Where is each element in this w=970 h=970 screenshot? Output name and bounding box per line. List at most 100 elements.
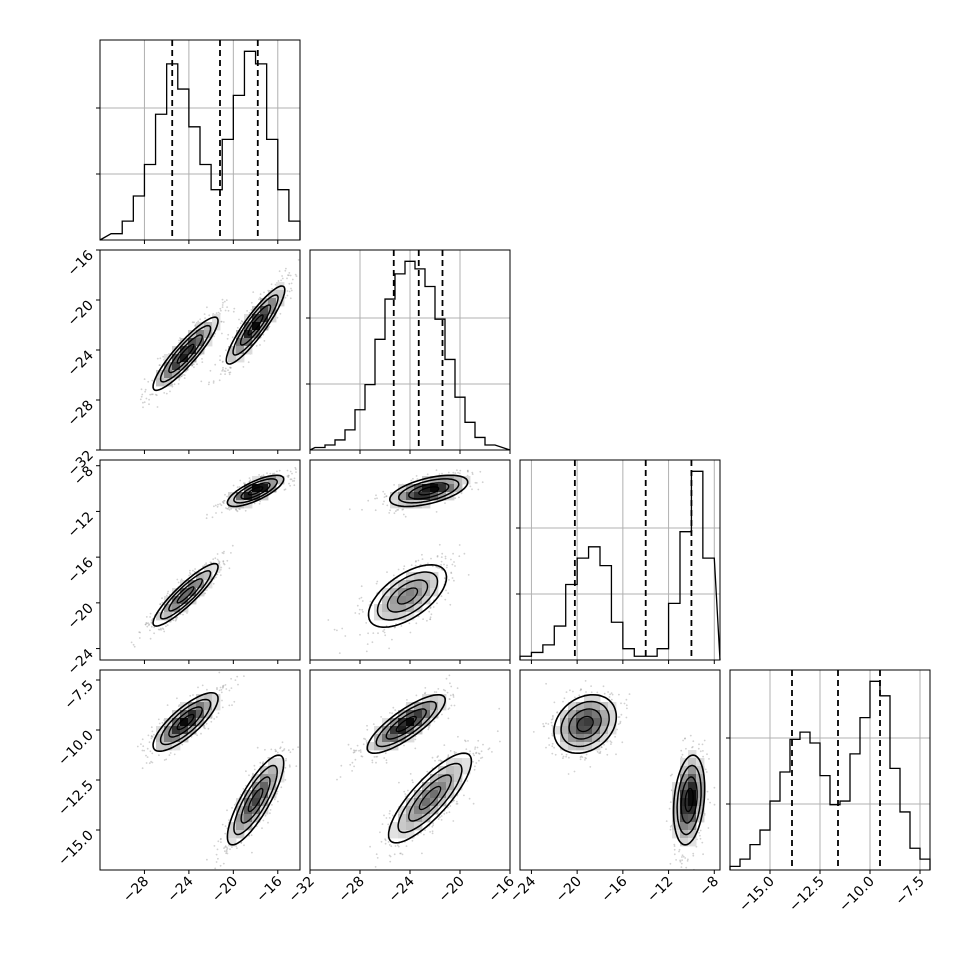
density-cell bbox=[552, 726, 561, 735]
sample-point bbox=[283, 748, 286, 750]
sample-point bbox=[618, 716, 621, 718]
sample-point bbox=[253, 764, 256, 767]
density-cell bbox=[156, 378, 165, 387]
sample-point bbox=[208, 314, 211, 317]
sample-point bbox=[599, 750, 602, 753]
sample-point bbox=[180, 578, 183, 581]
sample-point bbox=[623, 702, 626, 705]
sample-point bbox=[219, 355, 222, 357]
sample-point bbox=[149, 629, 151, 632]
sample-point bbox=[698, 743, 700, 746]
sample-point bbox=[405, 871, 407, 873]
sample-point bbox=[409, 631, 412, 634]
density-cell bbox=[196, 572, 205, 581]
density-cell bbox=[568, 702, 577, 711]
sample-point bbox=[169, 752, 172, 754]
density-cell bbox=[196, 322, 205, 331]
sample-point bbox=[144, 623, 147, 626]
density-cell bbox=[696, 766, 705, 775]
sample-point bbox=[155, 394, 158, 397]
pair-panel bbox=[309, 459, 511, 664]
density-cell bbox=[180, 726, 189, 735]
sample-point bbox=[220, 837, 222, 840]
sample-point bbox=[206, 858, 208, 861]
sample-point bbox=[151, 379, 154, 382]
sample-point bbox=[387, 841, 390, 843]
x-tick-label: −20 bbox=[209, 874, 241, 906]
density-cell bbox=[696, 806, 705, 815]
contour-line bbox=[395, 715, 417, 733]
contour-line bbox=[684, 787, 694, 813]
density-cell bbox=[422, 702, 431, 711]
contour-line bbox=[568, 708, 602, 740]
sample-point bbox=[686, 860, 689, 862]
sample-point bbox=[224, 684, 227, 686]
sample-point bbox=[415, 560, 417, 562]
sample-point bbox=[454, 565, 456, 567]
sample-point bbox=[210, 561, 213, 564]
contour-line bbox=[240, 482, 271, 500]
sample-point bbox=[223, 300, 226, 303]
sample-point bbox=[402, 568, 405, 570]
sample-point bbox=[432, 822, 434, 825]
sample-point bbox=[436, 602, 438, 605]
sample-point bbox=[216, 553, 219, 555]
sample-point bbox=[568, 756, 570, 759]
sample-point bbox=[150, 619, 153, 621]
sample-point bbox=[293, 480, 296, 482]
sample-point bbox=[226, 559, 229, 562]
sample-point bbox=[176, 616, 179, 619]
sample-point bbox=[177, 581, 180, 584]
sample-point bbox=[573, 770, 576, 773]
pair-panel bbox=[96, 249, 301, 454]
density-cell bbox=[188, 338, 197, 347]
sample-point bbox=[145, 397, 148, 400]
contour-line bbox=[388, 474, 469, 508]
sample-point bbox=[288, 282, 291, 285]
sample-point bbox=[291, 278, 294, 281]
sample-point bbox=[221, 370, 224, 372]
sample-point bbox=[284, 488, 287, 491]
sample-point bbox=[496, 730, 499, 733]
sample-point bbox=[684, 737, 686, 740]
sample-point bbox=[452, 694, 455, 697]
y-tick-label: −10.0 bbox=[55, 728, 97, 770]
density-cell bbox=[228, 838, 237, 847]
pair-panel bbox=[309, 669, 511, 874]
density-cell bbox=[422, 782, 431, 791]
histogram-panel bbox=[306, 249, 511, 454]
density-cell bbox=[414, 572, 423, 581]
contour-line bbox=[159, 324, 212, 383]
density-cell bbox=[228, 830, 237, 839]
sample-point bbox=[458, 555, 461, 558]
sample-point bbox=[236, 675, 239, 678]
sample-point bbox=[665, 820, 668, 822]
sample-point bbox=[216, 688, 218, 691]
density-cell bbox=[584, 718, 593, 727]
sample-point bbox=[280, 279, 282, 282]
sample-point bbox=[453, 579, 455, 582]
sample-point bbox=[447, 806, 449, 809]
sample-point bbox=[457, 471, 459, 474]
sample-point bbox=[218, 379, 221, 382]
sample-point bbox=[144, 623, 147, 626]
sample-point bbox=[226, 337, 229, 340]
sample-point bbox=[229, 366, 232, 369]
sample-point bbox=[225, 299, 228, 301]
sample-point bbox=[434, 759, 436, 762]
density-cell bbox=[446, 782, 455, 791]
sample-point bbox=[215, 853, 218, 856]
sample-point bbox=[360, 585, 363, 588]
sample-point bbox=[151, 752, 154, 755]
contour-line bbox=[672, 754, 706, 846]
sample-point bbox=[429, 616, 432, 619]
sample-point bbox=[222, 368, 224, 371]
sample-point bbox=[692, 854, 695, 857]
sample-point bbox=[562, 755, 565, 758]
sample-point bbox=[215, 312, 218, 315]
contour-line bbox=[225, 285, 286, 365]
sample-point bbox=[449, 750, 452, 752]
contour-line bbox=[396, 587, 419, 605]
sample-point bbox=[286, 294, 289, 297]
sample-point bbox=[393, 484, 395, 486]
